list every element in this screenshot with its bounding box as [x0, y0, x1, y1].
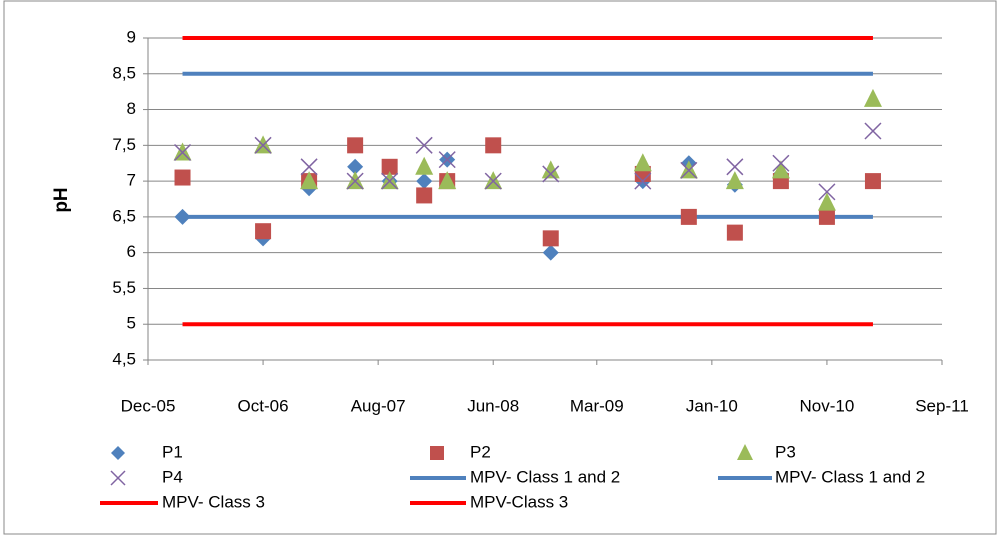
point — [634, 172, 652, 190]
x-tick-label: Nov-10 — [800, 396, 855, 415]
point — [542, 165, 560, 183]
point — [254, 136, 272, 154]
x-tick-label: Mar-09 — [570, 396, 624, 415]
x-tick-label: Jun-08 — [467, 396, 519, 415]
point — [863, 88, 882, 107]
x-tick-label: Oct-06 — [238, 396, 289, 415]
y-tick-label: 8 — [127, 99, 136, 118]
point — [680, 208, 697, 225]
y-tick-label: 8,5 — [112, 63, 136, 82]
point — [381, 158, 398, 175]
point — [817, 192, 836, 211]
point — [771, 160, 790, 179]
point — [633, 153, 652, 172]
legend-marker — [430, 446, 444, 460]
legend-marker — [737, 444, 753, 460]
point — [726, 158, 744, 176]
y-tick-label: 4,5 — [112, 349, 136, 368]
point — [542, 244, 559, 261]
point — [416, 173, 433, 190]
legend-label: MPV- Class 3 — [162, 492, 265, 511]
point — [174, 169, 191, 186]
point — [542, 230, 559, 247]
point — [485, 137, 502, 154]
point — [680, 161, 698, 179]
point — [381, 172, 399, 190]
legend-label: MPV- Class 1 and 2 — [470, 467, 620, 486]
point — [346, 172, 364, 190]
point — [541, 160, 560, 179]
point — [347, 158, 364, 175]
point — [300, 171, 319, 190]
x-tick-label: Dec-05 — [121, 396, 176, 415]
chart-border — [3, 0, 997, 535]
point — [416, 187, 433, 204]
point — [438, 151, 456, 169]
legend-label: MPV- Class 1 and 2 — [775, 467, 925, 486]
y-tick-label: 6,5 — [112, 206, 136, 225]
point — [415, 156, 434, 175]
point — [818, 208, 835, 225]
point — [255, 223, 272, 240]
legend-label: P1 — [162, 442, 183, 461]
point — [772, 154, 790, 172]
y-tick-label: 6 — [127, 242, 136, 261]
legend-label: P2 — [470, 442, 491, 461]
point — [484, 172, 502, 190]
point — [725, 171, 744, 190]
legend-label: MPV-Class 3 — [470, 492, 568, 511]
point — [864, 173, 881, 190]
y-tick-label: 7,5 — [112, 135, 136, 154]
legend-marker — [111, 446, 125, 460]
y-tick-label: 7 — [127, 171, 136, 190]
point — [818, 183, 836, 201]
point — [174, 208, 191, 225]
x-tick-label: Jan-10 — [686, 396, 738, 415]
point — [300, 158, 318, 176]
x-tick-label: Sep-11 — [915, 396, 969, 415]
legend-label: P4 — [162, 467, 183, 486]
y-tick-label: 5 — [127, 314, 136, 333]
x-tick-label: Aug-07 — [351, 396, 406, 415]
point — [173, 143, 192, 162]
point — [347, 137, 364, 154]
point — [864, 122, 882, 140]
y-tick-label: 5,5 — [112, 278, 136, 297]
legend-marker — [110, 470, 126, 486]
point — [438, 171, 457, 190]
y-tick-label: 9 — [127, 27, 136, 46]
point — [726, 224, 743, 241]
point — [415, 136, 433, 154]
legend-label: P3 — [775, 442, 796, 461]
y-axis-label: pH — [51, 187, 72, 212]
